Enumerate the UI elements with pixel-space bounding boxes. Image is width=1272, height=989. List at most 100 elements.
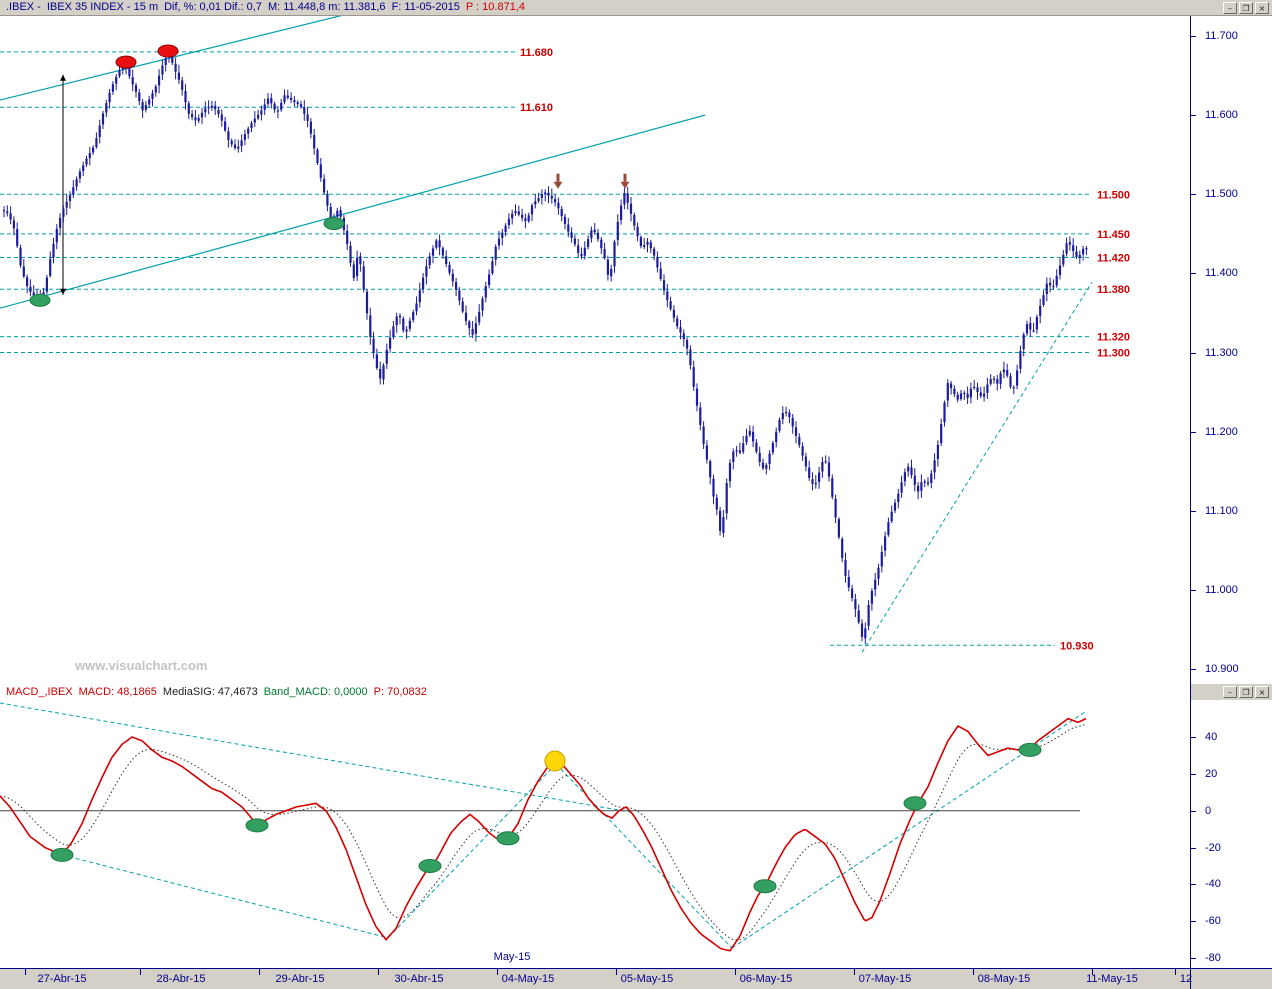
date-tick-mark — [497, 969, 498, 975]
date-label: 30-Abr-15 — [394, 973, 444, 985]
macd-p-value: P: 70,0832 — [373, 686, 427, 698]
macd-tick-mark — [1191, 884, 1196, 885]
down-arrow-head — [620, 181, 630, 189]
macd-window-controls: – ❐ × — [1190, 684, 1272, 700]
signal-line — [0, 723, 1087, 941]
red-ellipse-marker — [115, 55, 137, 69]
watermark: www.visualchart.com — [74, 658, 207, 673]
diff-values: Dif, %: 0,01 Dif.: 0,7 — [164, 1, 262, 13]
macd-restore-icon[interactable]: ❐ — [1239, 686, 1253, 698]
level-label: 11.380 — [1097, 284, 1130, 296]
price-tick-mark — [1191, 194, 1196, 195]
date-tick-mark — [378, 969, 379, 975]
main-window-controls: – ❐ × — [1223, 2, 1269, 14]
macd-tick-label: 0 — [1205, 805, 1212, 817]
macd-tick-mark — [1191, 848, 1196, 849]
down-arrow-marker — [556, 173, 560, 182]
macd-value-axis: 40 20 0 -20 -40 -60 -80 — [1191, 700, 1272, 966]
trendline — [0, 114, 706, 309]
date-label: 05-May-15 — [620, 973, 674, 985]
minmax-values: M: 11.448,8 m: 11.381,6 — [267, 1, 386, 13]
macd-tick-mark — [1191, 774, 1196, 775]
date-label: 27-Abr-15 — [37, 973, 87, 985]
date-label: 04-May-15 — [501, 973, 555, 985]
macd-tick-label: -60 — [1205, 915, 1221, 927]
price-tick-mark — [1191, 115, 1196, 116]
macd-minimize-icon[interactable]: – — [1223, 686, 1237, 698]
close-icon[interactable]: × — [1255, 2, 1269, 14]
macd-close-icon[interactable]: × — [1255, 686, 1269, 698]
price-tick-mark — [1191, 511, 1196, 512]
price-tick-mark — [1191, 36, 1196, 37]
price-tick-label: 10.900 — [1205, 663, 1239, 675]
trendline — [861, 281, 1093, 653]
level-label: 11.500 — [1097, 189, 1130, 201]
macd-header: MACD_,IBEX MACD: 48,1865 MediaSIG: 47,4673… — [0, 684, 1272, 700]
date-label: 11-May-15 — [1086, 973, 1138, 985]
price-tick-label: 11.400 — [1205, 267, 1238, 280]
macd-trendline — [61, 854, 389, 939]
date-label: 08-May-15 — [977, 973, 1031, 985]
macd-tick-label: 40 — [1205, 731, 1218, 743]
green-ellipse-marker — [245, 818, 269, 833]
minimize-icon[interactable]: – — [1223, 2, 1237, 14]
date-tick-mark — [140, 969, 141, 975]
level-label: 11.420 — [1097, 253, 1130, 265]
date-tick-mark — [616, 969, 617, 975]
green-ellipse-marker — [1018, 742, 1042, 757]
macd-tick-mark — [1191, 958, 1196, 959]
markers-layer — [29, 44, 630, 307]
macd-chart[interactable] — [0, 700, 1190, 956]
macd-tick-label: -40 — [1205, 878, 1221, 890]
level-label: 10.930 — [1060, 640, 1094, 652]
level-label: 11.680 — [520, 47, 553, 59]
date-tick-mark — [25, 969, 26, 975]
levels-layer: 11.680 11.610 11.500 11.450 11.420 11.380 11.3… — [0, 47, 1130, 652]
price-tick-mark — [1191, 590, 1196, 591]
green-ellipse-marker — [50, 847, 74, 862]
price-tick-label: 11.300 — [1205, 346, 1238, 359]
green-ellipse-marker — [323, 217, 345, 231]
price-chart[interactable]: 11.680 11.610 11.500 11.450 11.420 11.380 11.3… — [0, 16, 1190, 684]
macd-tick-mark — [1191, 737, 1196, 738]
band-macd-value: Band_MACD: 0,0000 — [263, 686, 368, 698]
date-label: 12 — [1179, 973, 1193, 985]
level-label: 11.610 — [520, 102, 553, 114]
price-tick-mark — [1191, 273, 1196, 274]
date-tick-mark — [1175, 969, 1176, 975]
macd-trendline — [387, 763, 557, 939]
session-date: F: 11-05-2015 — [391, 1, 460, 13]
symbol-label: .IBEX - — [6, 1, 41, 13]
price-tick-label: 11.600 — [1205, 109, 1238, 122]
restore-icon[interactable]: ❐ — [1239, 2, 1253, 14]
macd-line — [0, 717, 1087, 952]
date-tick-mark — [1092, 969, 1093, 975]
price-tick-label: 11.100 — [1205, 504, 1238, 517]
price-tick-mark — [1191, 432, 1196, 433]
price-tick-mark — [1191, 353, 1196, 354]
date-axis: 27-Abr-15 28-Abr-15 29-Abr-15 30-Abr-15 04-M… — [0, 968, 1272, 989]
instrument-name: IBEX 35 INDEX - 15 m — [46, 1, 159, 13]
month-label: May-15 — [493, 951, 531, 963]
yellow-circle-marker — [544, 750, 566, 772]
last-price-value: P : 10.871,4 — [465, 1, 525, 13]
macd-markers-layer — [50, 742, 1042, 894]
date-label: 28-Abr-15 — [156, 973, 206, 985]
macd-trendlines-layer — [0, 702, 1086, 949]
price-tick-label: 11.700 — [1205, 30, 1238, 42]
date-label: 06-May-15 — [739, 973, 793, 985]
date-tick-mark — [973, 969, 974, 975]
price-tick-label: 11.500 — [1205, 188, 1238, 201]
level-label: 11.450 — [1097, 229, 1130, 241]
date-tick-mark — [259, 969, 260, 975]
green-ellipse-marker — [496, 831, 520, 846]
macd-tick-label: -20 — [1205, 842, 1221, 854]
macd-trendline — [555, 763, 733, 949]
price-axis: 11.700 11.600 11.500 11.400 11.300 11.200 11.1… — [1191, 16, 1272, 684]
price-tick-label: 11.200 — [1205, 425, 1238, 438]
date-tick-mark — [854, 969, 855, 975]
macd-tick-mark — [1191, 811, 1196, 812]
macd-tick-label: 20 — [1205, 768, 1218, 780]
date-tick-mark — [735, 969, 736, 975]
